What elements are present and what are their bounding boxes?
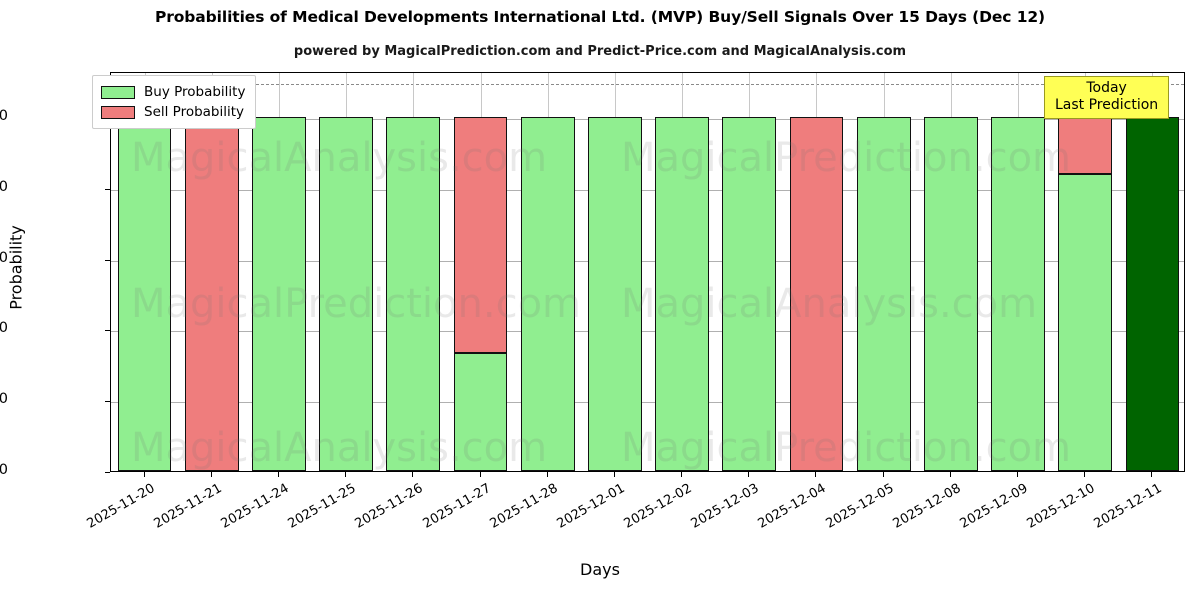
bar-group[interactable] [1058,73,1113,471]
bar-segment-buy[interactable] [319,117,374,471]
bar-segment-buy[interactable] [1058,173,1113,471]
x-axis-label: Days [580,560,620,579]
legend-item-buy[interactable]: Buy Probability [101,82,245,102]
legend-label-buy: Buy Probability [144,84,246,100]
legend-item-sell[interactable]: Sell Probability [101,102,245,122]
bar-segment-buy[interactable] [252,117,306,471]
bar-segment-buy[interactable] [117,117,172,471]
bar-group[interactable] [588,73,642,471]
y-tick-mark [105,401,110,403]
bars-container [111,73,1184,471]
x-tick-mark [412,472,414,477]
bar-segment-sell[interactable] [1058,117,1113,174]
bar-group[interactable] [184,73,239,471]
bar-group[interactable] [1125,73,1180,471]
gridline-horizontal [111,260,1184,262]
legend-label-sell: Sell Probability [144,104,245,120]
today-label-line1: Today [1086,80,1127,96]
bar-group[interactable] [319,73,374,471]
bar-group[interactable] [453,73,508,471]
x-tick-mark [949,472,951,477]
x-tick-mark [681,472,683,477]
bar-segment-buy[interactable] [588,117,642,471]
x-tick-mark [748,472,750,477]
bar-segment-sell[interactable] [184,117,239,471]
y-tick-label: 60 [0,249,8,266]
x-tick-mark [277,472,279,477]
gridline-horizontal [111,331,1184,333]
chart-title: Probabilities of Medical Developments In… [154,8,1046,26]
x-tick-mark [1084,472,1086,477]
legend-swatch-sell [101,105,135,119]
bar-segment-buy[interactable] [856,117,911,471]
x-tick-mark [479,472,481,477]
y-tick-label: 40 [0,320,8,337]
x-tick-mark [546,472,548,477]
bar-segment-buy[interactable] [520,117,575,471]
chart-subtitle: powered by MagicalPrediction.com and Pre… [293,44,907,59]
bar-segment-buy[interactable] [453,353,508,471]
chart-legend: Buy Probability Sell Probability [92,75,257,129]
y-tick-label: 0 [0,462,8,478]
bar-segment-sell[interactable] [789,117,844,471]
bar-group[interactable] [991,73,1045,471]
bar-group[interactable] [252,73,306,471]
bar-group[interactable] [386,73,441,471]
x-tick-mark [210,472,212,477]
gridline-horizontal [111,119,1184,121]
bar-segment-buy[interactable] [991,117,1045,471]
bar-group[interactable] [655,73,709,471]
legend-swatch-buy [101,85,135,99]
y-tick-label: 80 [0,178,8,195]
reference-line [111,83,1184,85]
bar-group[interactable] [722,73,777,471]
gridline-horizontal [111,189,1184,191]
y-tick-mark [105,330,110,332]
gridline-horizontal [111,402,1184,404]
x-tick-mark [143,472,145,477]
x-tick-mark [613,472,615,477]
bar-segment-today[interactable] [1125,117,1180,471]
bar-group[interactable] [789,73,844,471]
y-axis-label-wrap: Probability [0,0,34,600]
today-label-line2: Last Prediction [1055,96,1159,113]
x-tick-mark [1151,472,1153,477]
bar-segment-buy[interactable] [923,117,978,471]
x-tick-mark [882,472,884,477]
plot-area: MagicalAnalysis.comMagicalPrediction.com… [110,72,1185,472]
y-tick-mark [105,472,110,473]
y-tick-mark [105,259,110,261]
bar-segment-sell[interactable] [453,117,508,354]
y-tick-label: 20 [0,391,8,408]
bar-group[interactable] [520,73,575,471]
x-tick-mark [1017,472,1019,477]
bar-segment-buy[interactable] [722,117,777,471]
y-tick-mark [105,188,110,190]
y-axis-label: Probability [6,225,26,310]
bar-group[interactable] [923,73,978,471]
bar-group[interactable] [856,73,911,471]
x-tick-mark [345,472,347,477]
today-annotation: Today Last Prediction [1044,76,1170,120]
bar-group[interactable] [117,73,172,471]
bar-segment-buy[interactable] [386,117,441,471]
y-tick-label: 100 [0,108,8,125]
x-tick-mark [815,472,817,477]
bar-segment-buy[interactable] [655,117,709,471]
